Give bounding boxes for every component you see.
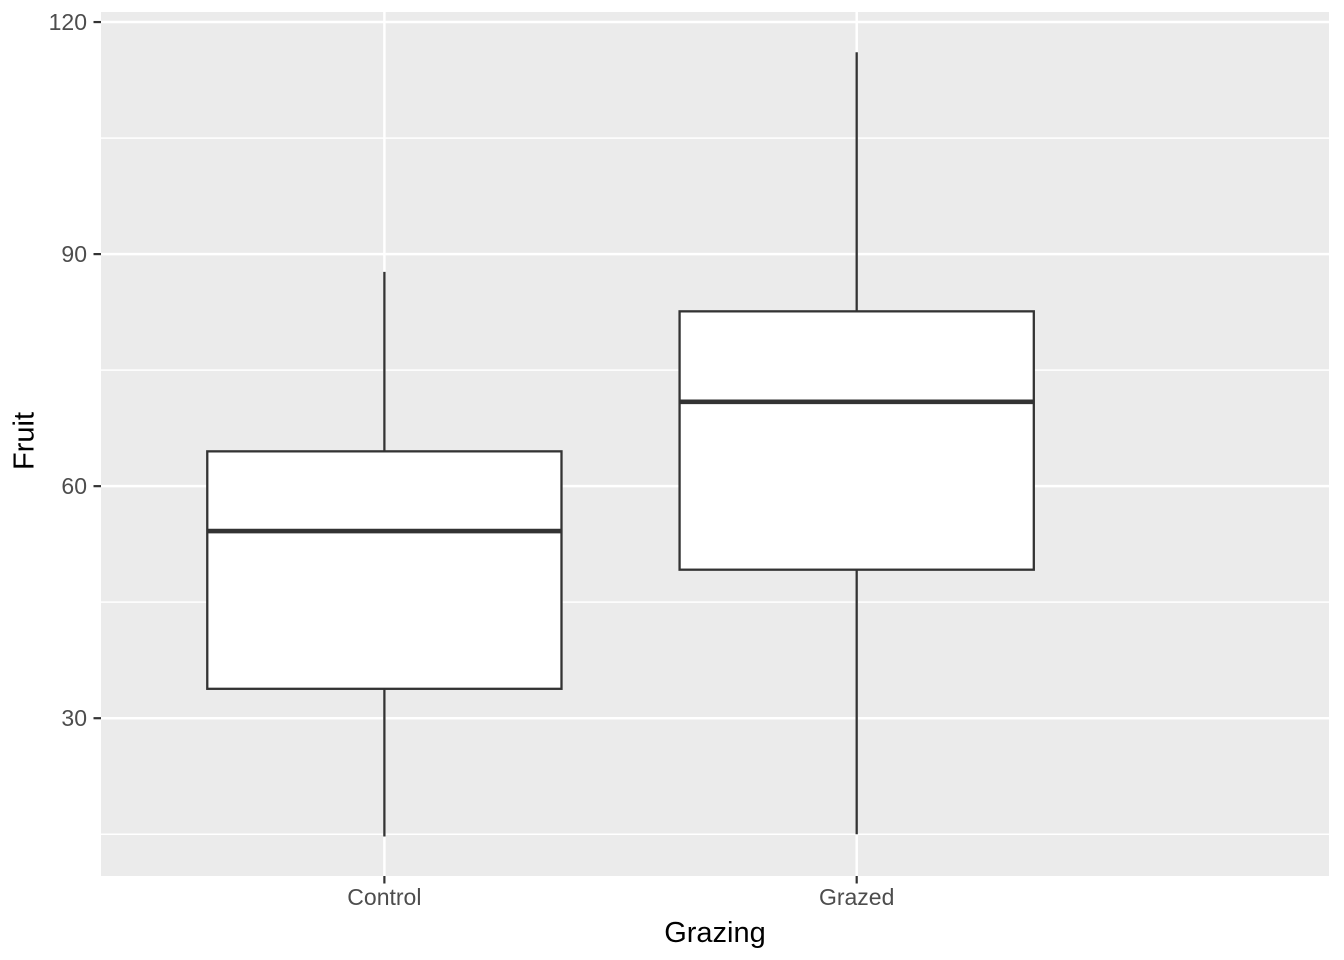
y-tick-label: 60 bbox=[61, 473, 87, 499]
x-tick-label: Grazed bbox=[819, 884, 894, 910]
x-axis-title: Grazing bbox=[664, 917, 766, 949]
iqr-box bbox=[678, 310, 1035, 571]
y-axis-title: Fruit bbox=[8, 412, 41, 470]
x-tick-label: Control bbox=[347, 884, 421, 910]
y-tick-label: 120 bbox=[49, 9, 87, 35]
y-tick-label: 30 bbox=[61, 705, 87, 731]
y-tick-label: 90 bbox=[61, 241, 87, 267]
iqr-box bbox=[206, 450, 563, 690]
